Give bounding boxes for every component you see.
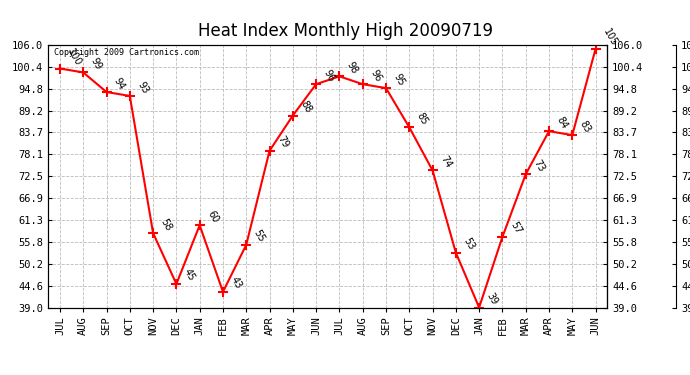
- Text: 79: 79: [275, 134, 290, 150]
- Text: 83: 83: [578, 119, 593, 134]
- Text: 100: 100: [66, 47, 83, 68]
- Text: 93: 93: [135, 80, 150, 95]
- Text: 99: 99: [89, 56, 104, 72]
- Text: 74: 74: [438, 154, 453, 170]
- Text: 95: 95: [391, 72, 406, 87]
- Text: 84: 84: [555, 115, 569, 130]
- Text: 55: 55: [252, 228, 267, 244]
- Text: 60: 60: [205, 209, 220, 225]
- Text: 58: 58: [159, 217, 173, 232]
- Text: 45: 45: [182, 267, 197, 283]
- Text: Heat Index Monthly High 20090719: Heat Index Monthly High 20090719: [197, 22, 493, 40]
- Text: 57: 57: [508, 220, 523, 236]
- Text: 73: 73: [531, 158, 546, 174]
- Text: 96: 96: [368, 68, 383, 83]
- Text: 39: 39: [484, 291, 500, 307]
- Text: 53: 53: [462, 236, 476, 252]
- Text: 96: 96: [322, 68, 337, 83]
- Text: 98: 98: [345, 60, 359, 76]
- Text: 105: 105: [601, 27, 619, 48]
- Text: 85: 85: [415, 111, 430, 126]
- Text: 94: 94: [112, 76, 127, 91]
- Text: 88: 88: [298, 99, 313, 115]
- Text: 43: 43: [228, 276, 244, 291]
- Text: Copyright 2009 Cartronics.com: Copyright 2009 Cartronics.com: [54, 48, 199, 57]
